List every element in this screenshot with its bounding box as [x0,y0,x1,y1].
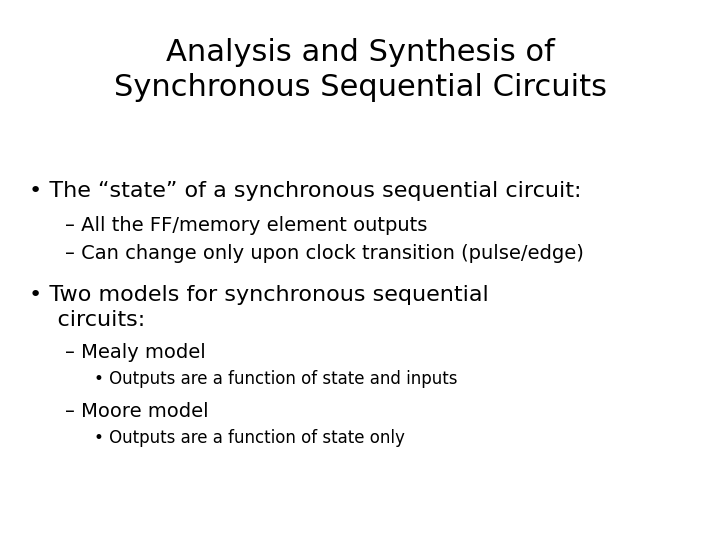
Text: – All the FF/memory element outputs: – All the FF/memory element outputs [65,216,427,235]
Text: • Outputs are a function of state only: • Outputs are a function of state only [94,429,405,447]
Text: – Moore model: – Moore model [65,402,208,421]
Text: • The “state” of a synchronous sequential circuit:: • The “state” of a synchronous sequentia… [29,181,581,201]
Text: – Mealy model: – Mealy model [65,343,205,362]
Text: – Can change only upon clock transition (pulse/edge): – Can change only upon clock transition … [65,244,584,263]
Text: Analysis and Synthesis of
Synchronous Sequential Circuits: Analysis and Synthesis of Synchronous Se… [114,38,606,102]
Text: • Outputs are a function of state and inputs: • Outputs are a function of state and in… [94,370,457,388]
Text: • Two models for synchronous sequential
    circuits:: • Two models for synchronous sequential … [29,285,489,330]
